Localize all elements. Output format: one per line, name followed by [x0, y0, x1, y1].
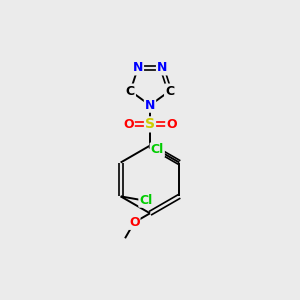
Text: S: S: [145, 117, 155, 131]
Text: O: O: [123, 118, 134, 131]
Text: C: C: [126, 85, 135, 98]
Text: Cl: Cl: [139, 194, 153, 207]
Text: N: N: [133, 61, 143, 74]
Text: O: O: [166, 118, 177, 131]
Text: Cl: Cl: [151, 143, 164, 157]
Text: N: N: [145, 99, 155, 112]
Text: N: N: [157, 61, 167, 74]
Text: C: C: [165, 85, 174, 98]
Text: O: O: [129, 216, 140, 229]
